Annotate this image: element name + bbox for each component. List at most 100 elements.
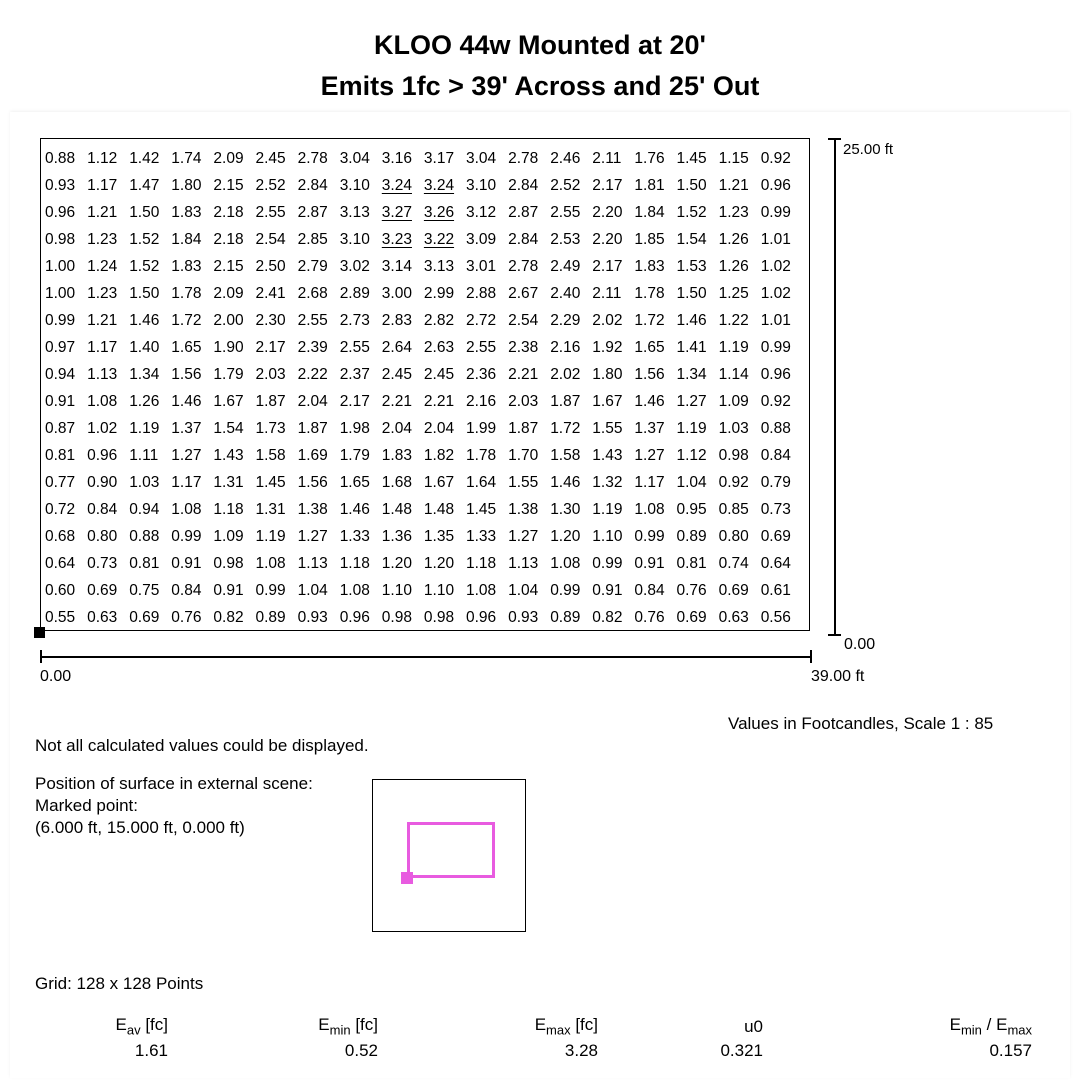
grid-value: 0.99 xyxy=(255,582,286,599)
grid-value: 1.82 xyxy=(423,447,455,464)
grid-value: 1.27 xyxy=(634,447,665,464)
grid-value: 3.14 xyxy=(381,258,412,275)
grid-value: 0.98 xyxy=(213,555,244,572)
grid-value: 0.69 xyxy=(129,609,160,626)
grid-value: 1.30 xyxy=(550,501,581,518)
grid-value: 1.68 xyxy=(381,474,412,491)
grid-value: 1.43 xyxy=(213,447,244,464)
grid-value: 1.46 xyxy=(339,501,370,518)
grid-value: 2.00 xyxy=(213,312,244,329)
y-axis-bottom-tick xyxy=(828,634,841,636)
grid-value: 1.33 xyxy=(466,528,497,545)
grid-value: 2.36 xyxy=(466,366,497,383)
grid-value: 0.93 xyxy=(508,609,539,626)
grid-value: 0.96 xyxy=(760,366,791,383)
grid-value: 0.92 xyxy=(718,474,749,491)
grid-value: 0.81 xyxy=(45,447,76,464)
grid-value: 0.73 xyxy=(87,555,118,572)
grid-value: 1.23 xyxy=(87,231,118,248)
grid-value: 1.38 xyxy=(297,501,328,518)
grid-value: 1.40 xyxy=(129,339,160,356)
grid-value: 0.96 xyxy=(466,609,497,626)
grid-value: 3.17 xyxy=(423,150,455,167)
grid-value: 2.18 xyxy=(213,231,244,248)
y-axis-line xyxy=(834,138,836,636)
grid-value: 2.20 xyxy=(592,204,623,221)
grid-value: 0.80 xyxy=(718,528,749,545)
grid-value: 1.84 xyxy=(171,231,202,248)
grid-value: 0.94 xyxy=(129,501,160,518)
grid-value: 1.13 xyxy=(508,555,539,572)
grid-value: 1.03 xyxy=(129,474,160,491)
grid-value: 0.91 xyxy=(634,555,665,572)
grid-value: 0.80 xyxy=(87,528,118,545)
grid-value: 2.78 xyxy=(508,150,539,167)
grid-value: 0.84 xyxy=(634,582,665,599)
grid-value: 1.81 xyxy=(634,177,665,194)
emin-emax-ratio-label: Emin / Emax xyxy=(949,1015,1032,1038)
report-subtitle: Emits 1fc > 39' Across and 25' Out xyxy=(320,71,760,101)
grid-value: 1.80 xyxy=(171,177,202,194)
grid-value: 1.78 xyxy=(171,285,202,302)
grid-value: 0.74 xyxy=(718,555,749,572)
grid-value: 1.27 xyxy=(171,447,202,464)
grid-value: 0.91 xyxy=(213,582,244,599)
grid-value: 1.13 xyxy=(297,555,328,572)
grid-value: 1.12 xyxy=(87,150,118,167)
grid-value: 1.65 xyxy=(634,339,665,356)
grid-value: 2.11 xyxy=(592,150,622,167)
grid-value: 2.17 xyxy=(255,339,286,356)
x-axis-end-label: 39.00 ft xyxy=(811,668,865,685)
grid-value: 2.88 xyxy=(466,285,497,302)
marked-point-coordinates: (6.000 ft, 15.000 ft, 0.000 ft) xyxy=(35,818,245,837)
grid-value: 1.87 xyxy=(508,420,539,437)
grid-value: 0.92 xyxy=(760,393,791,410)
grid-value: 0.84 xyxy=(87,501,118,518)
grid-value: 2.39 xyxy=(297,339,328,356)
grid-value: 1.20 xyxy=(381,555,412,572)
grid-value: 3.13 xyxy=(339,204,370,221)
grid-value: 2.55 xyxy=(466,339,497,356)
grid-value: 1.87 xyxy=(255,393,286,410)
grid-value: 2.46 xyxy=(550,150,581,167)
grid-value: 2.50 xyxy=(255,258,286,275)
grid-value: 1.48 xyxy=(423,501,455,518)
scale-note: Values in Footcandles, Scale 1 : 85 xyxy=(728,714,994,733)
grid-value: 0.91 xyxy=(45,393,76,410)
grid-value: 1.33 xyxy=(339,528,370,545)
grid-value: 2.38 xyxy=(508,339,539,356)
grid-value: 1.24 xyxy=(87,258,118,275)
grid-value: 2.72 xyxy=(466,312,497,329)
grid-value: 1.14 xyxy=(718,366,749,383)
grid-value: 2.49 xyxy=(550,258,581,275)
emin-label: Emin [fc] xyxy=(318,1015,378,1038)
grid-value: 1.58 xyxy=(255,447,286,464)
grid-value: 1.78 xyxy=(634,285,665,302)
report-title: KLOO 44w Mounted at 20' xyxy=(374,30,706,60)
grid-value: 2.53 xyxy=(550,231,581,248)
grid-value: 1.92 xyxy=(592,339,623,356)
grid-value: 0.75 xyxy=(129,582,160,599)
grid-value: 1.50 xyxy=(676,177,707,194)
grid-value: 0.89 xyxy=(550,609,581,626)
grid-value: 1.08 xyxy=(87,393,118,410)
grid-value: 1.21 xyxy=(718,177,749,194)
grid-value: 0.93 xyxy=(297,609,328,626)
grid-value: 1.31 xyxy=(213,474,244,491)
grid-value: 2.54 xyxy=(255,231,286,248)
grid-value: 0.89 xyxy=(255,609,286,626)
grid-value: 1.17 xyxy=(87,339,118,356)
grid-value: 2.21 xyxy=(381,393,412,410)
grid-value: 0.99 xyxy=(634,528,665,545)
grid-value: 2.55 xyxy=(255,204,286,221)
grid-value: 1.26 xyxy=(718,231,749,248)
u0-value: 0.321 xyxy=(720,1041,763,1060)
grid-value: 1.56 xyxy=(634,366,665,383)
grid-value: 1.56 xyxy=(171,366,202,383)
grid-value: 1.20 xyxy=(423,555,455,572)
grid-value: 2.03 xyxy=(508,393,539,410)
emin-emax-ratio-value: 0.157 xyxy=(989,1041,1032,1060)
grid-value: 2.22 xyxy=(297,366,328,383)
grid-value: 0.99 xyxy=(760,339,791,356)
grid-value: 0.96 xyxy=(87,447,118,464)
